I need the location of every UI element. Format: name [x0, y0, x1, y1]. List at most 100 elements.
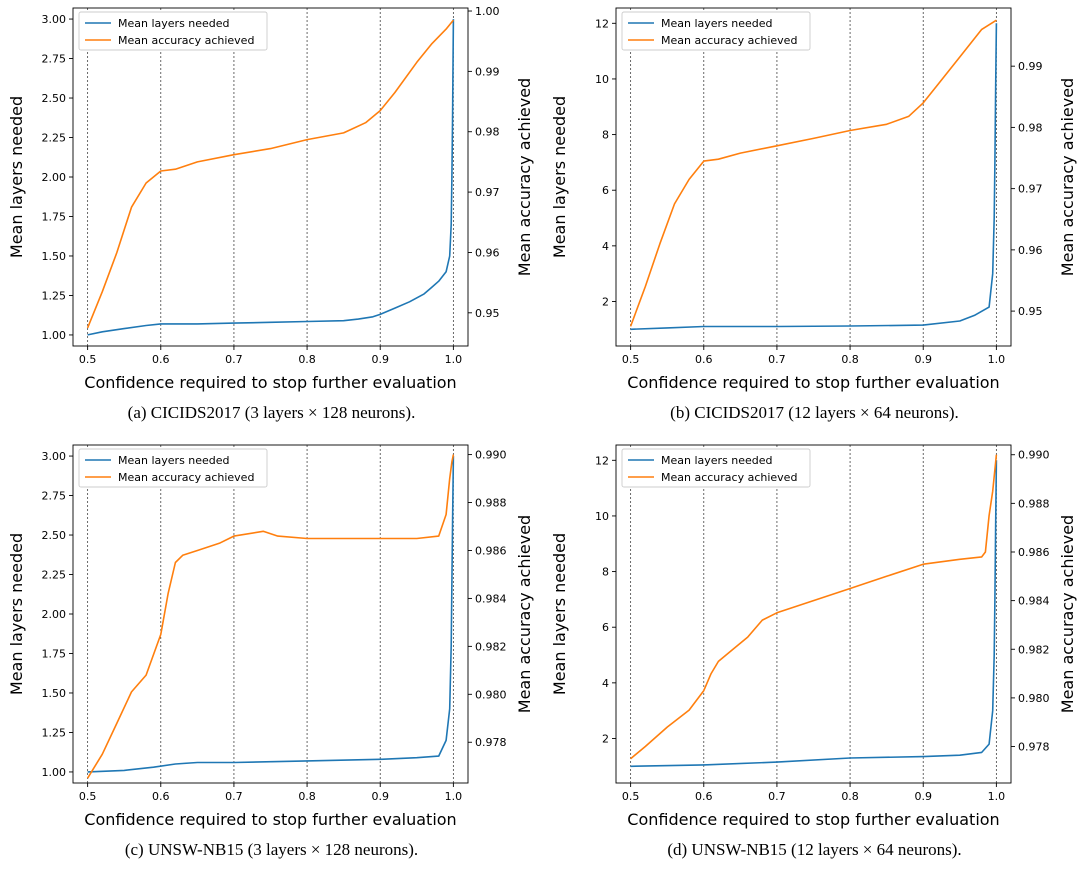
y-tick-label: 1.50: [42, 687, 67, 700]
y-tick-label: 4: [602, 240, 609, 253]
chart-c: 0.5 0.6 0.7 0.8 0.9 1.0 1.00 1.25 1.50 1.75 2.00 2.…: [7, 444, 534, 829]
legend-box: [78, 11, 268, 51]
y2-tick-label: 0.97: [475, 186, 500, 199]
y-tick-label: 1.25: [42, 726, 67, 739]
y2-tick-label: 0.982: [1018, 643, 1050, 656]
x-tick-label: 0.9: [914, 353, 932, 366]
y-tick-label: 1.25: [42, 289, 67, 302]
legend-label-accuracy: Mean accuracy achieved: [118, 34, 254, 47]
y2-axis-label: Mean accuracy achieved: [1058, 515, 1077, 713]
legend-label-accuracy: Mean accuracy achieved: [118, 471, 254, 484]
x-axis-label: Confidence required to stop further eval…: [84, 810, 456, 829]
y-tick-label: 10: [595, 73, 609, 86]
caption-b: (b) CICIDS2017 (12 layers × 64 neurons).: [670, 403, 959, 422]
y2-tick-label: 0.98: [475, 126, 500, 139]
x-tick-label: 0.5: [79, 353, 97, 366]
y2-tick-label: 0.980: [475, 688, 507, 701]
y-axis-label: Mean layers needed: [550, 96, 569, 258]
y-tick-label: 3.00: [42, 450, 67, 463]
y-tick-label: 12: [595, 454, 609, 467]
series-layers-line: [630, 23, 998, 331]
y-tick-label: 2.25: [42, 569, 67, 582]
x-tick-label: 1.0: [445, 353, 463, 366]
series-layers-line: [87, 19, 455, 336]
legend: Mean layers needed Mean accuracy achieved: [78, 448, 268, 488]
y-tick-label: 2.25: [42, 132, 67, 145]
y2-tick-label: 1.00: [475, 5, 500, 18]
y2-tick-label: 0.990: [475, 449, 507, 462]
x-tick-label: 0.8: [841, 790, 859, 803]
legend-label-layers: Mean layers needed: [118, 454, 230, 467]
y-axis-label: Mean layers needed: [7, 533, 26, 695]
y2-tick-label: 0.982: [475, 640, 507, 653]
y-tick-label: 1.00: [42, 766, 67, 779]
y-tick-label: 2: [602, 295, 609, 308]
x-tick-label: 0.5: [622, 353, 640, 366]
x-tick-label: 0.6: [152, 353, 170, 366]
y2-tick-label: 0.95: [1018, 305, 1043, 318]
y2-tick-label: 0.99: [1018, 60, 1043, 73]
y-tick-label: 12: [595, 17, 609, 30]
chart-d: 0.5 0.6 0.7 0.8 0.9 1.0 2 4 6 8 10 12 0.978 0.980 0.98…: [550, 444, 1077, 829]
figure-panel-d: 0.5 0.6 0.7 0.8 0.9 1.0 2 4 6 8 10 12 0.978 0.980 0.98…: [543, 437, 1086, 874]
x-tick-label: 0.7: [768, 790, 786, 803]
series-accuracy-line: [86, 19, 455, 329]
y-tick-label: 8: [602, 566, 609, 579]
series-accuracy-line: [86, 454, 455, 779]
y-tick-label: 2.00: [42, 608, 67, 621]
legend: Mean layers needed Mean accuracy achieved: [78, 11, 268, 51]
legend-label-accuracy: Mean accuracy achieved: [661, 34, 797, 47]
y2-axis-label: Mean accuracy achieved: [515, 515, 534, 713]
y2-tick-label: 0.988: [1018, 497, 1050, 510]
y2-tick-label: 0.99: [475, 65, 500, 78]
y-tick-label: 2: [602, 732, 609, 745]
x-tick-label: 0.9: [371, 353, 389, 366]
x-tick-label: 0.9: [371, 790, 389, 803]
x-axis-label: Confidence required to stop further eval…: [627, 810, 999, 829]
legend-label-layers: Mean layers needed: [661, 17, 773, 30]
x-tick-label: 0.6: [152, 790, 170, 803]
x-tick-label: 0.7: [768, 353, 786, 366]
x-tick-label: 1.0: [988, 353, 1006, 366]
figure-panel-a: 0.5 0.6 0.7 0.8 0.9 1.0 1.00 1.25 1.50 1.75 2.00 2.…: [0, 0, 543, 437]
x-tick-label: 0.8: [298, 790, 316, 803]
y2-tick-label: 0.95: [475, 307, 500, 320]
y2-tick-label: 0.988: [475, 497, 507, 510]
y-tick-label: 1.00: [42, 329, 67, 342]
y2-tick-label: 0.990: [1018, 449, 1050, 462]
x-tick-label: 0.9: [914, 790, 932, 803]
x-tick-label: 0.6: [695, 353, 713, 366]
y-tick-label: 4: [602, 677, 609, 690]
y2-tick-label: 0.96: [1018, 244, 1043, 257]
y2-tick-label: 0.980: [1018, 692, 1050, 705]
chart-a: 0.5 0.6 0.7 0.8 0.9 1.0 1.00 1.25 1.50 1.75 2.00 2.…: [7, 5, 534, 392]
y2-axis-label: Mean accuracy achieved: [515, 78, 534, 276]
plot-frame: [615, 444, 1012, 784]
caption-d: (d) UNSW-NB15 (12 layers × 64 neurons).: [667, 840, 962, 859]
legend-label-layers: Mean layers needed: [118, 17, 230, 30]
figure-panel-b: 0.5 0.6 0.7 0.8 0.9 1.0 2 4 6 8 10 12 0.95 0.96 0.97 0.…: [543, 0, 1086, 437]
y-tick-label: 1.75: [42, 210, 67, 223]
x-tick-label: 0.7: [225, 353, 243, 366]
y2-tick-label: 0.978: [1018, 741, 1050, 754]
legend: Mean layers needed Mean accuracy achieved: [621, 11, 811, 51]
y-tick-label: 2.50: [42, 92, 67, 105]
x-tick-label: 0.5: [622, 790, 640, 803]
chart-b: 0.5 0.6 0.7 0.8 0.9 1.0 2 4 6 8 10 12 0.95 0.96 0.97 0.…: [550, 7, 1077, 392]
x-tick-label: 1.0: [445, 790, 463, 803]
y-axis-label: Mean layers needed: [550, 533, 569, 695]
legend-box: [621, 448, 811, 488]
x-axis-label: Confidence required to stop further eval…: [84, 373, 456, 392]
y-tick-label: 2.75: [42, 53, 67, 66]
plot-frame: [72, 444, 469, 784]
series-accuracy-line: [629, 19, 997, 327]
y2-tick-label: 0.978: [475, 736, 507, 749]
plot-frame: [72, 7, 469, 347]
y2-axis-label: Mean accuracy achieved: [1058, 78, 1077, 276]
y2-tick-label: 0.984: [475, 592, 507, 605]
legend-box: [78, 448, 268, 488]
y-tick-label: 6: [602, 184, 609, 197]
y-axis-label: Mean layers needed: [7, 96, 26, 258]
y2-tick-label: 0.986: [1018, 546, 1050, 559]
y-tick-label: 2.75: [42, 490, 67, 503]
